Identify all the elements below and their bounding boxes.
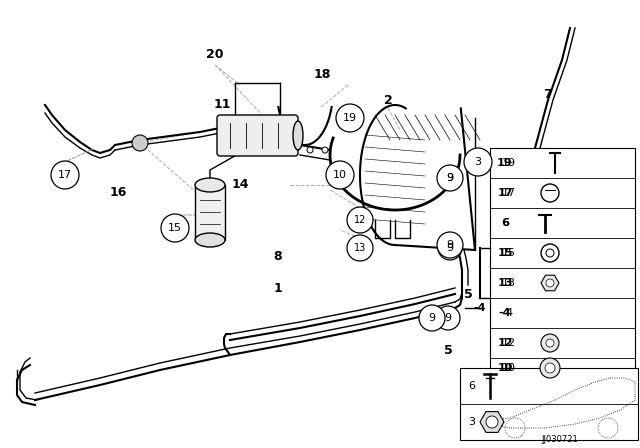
Text: -4: -4 <box>499 308 511 318</box>
Text: 15: 15 <box>502 248 516 258</box>
Text: 10: 10 <box>502 363 516 373</box>
Circle shape <box>438 236 462 260</box>
Text: 1: 1 <box>274 281 282 294</box>
Text: 5: 5 <box>444 344 452 357</box>
Text: 12: 12 <box>497 338 513 348</box>
Circle shape <box>545 363 555 373</box>
Text: -4: -4 <box>474 303 486 313</box>
Circle shape <box>438 166 462 190</box>
Ellipse shape <box>293 121 303 150</box>
Circle shape <box>464 148 492 176</box>
Circle shape <box>437 165 463 191</box>
Text: 9: 9 <box>444 313 452 323</box>
Circle shape <box>436 306 460 330</box>
Circle shape <box>326 161 354 189</box>
Text: 20: 20 <box>206 48 224 61</box>
Circle shape <box>336 104 364 132</box>
Text: -4: -4 <box>502 308 513 318</box>
Text: 16: 16 <box>109 185 127 198</box>
Text: 12: 12 <box>354 215 366 225</box>
Text: 15: 15 <box>497 248 513 258</box>
Text: 19: 19 <box>343 113 357 123</box>
Text: JJ030721: JJ030721 <box>541 435 579 444</box>
Text: 5: 5 <box>463 289 472 302</box>
Text: 14: 14 <box>231 178 249 191</box>
Text: 9: 9 <box>447 173 454 183</box>
Text: 12: 12 <box>502 338 516 348</box>
Text: 9: 9 <box>447 243 454 253</box>
Text: 9: 9 <box>447 240 454 250</box>
Circle shape <box>541 334 559 352</box>
Circle shape <box>546 339 554 347</box>
Text: 6: 6 <box>501 218 509 228</box>
Text: 10: 10 <box>333 170 347 180</box>
Text: 15: 15 <box>168 223 182 233</box>
Bar <box>195 185 225 240</box>
Text: 17: 17 <box>58 170 72 180</box>
Circle shape <box>347 235 373 261</box>
Text: 17: 17 <box>502 188 516 198</box>
Text: 18: 18 <box>314 69 331 82</box>
Circle shape <box>307 147 313 153</box>
Text: 3: 3 <box>474 157 481 167</box>
FancyBboxPatch shape <box>217 115 298 156</box>
Circle shape <box>546 279 554 287</box>
Text: 3: 3 <box>468 417 475 427</box>
Text: 13: 13 <box>502 278 516 288</box>
Text: 10: 10 <box>497 363 513 373</box>
Circle shape <box>419 305 445 331</box>
Text: 6: 6 <box>468 381 475 391</box>
Text: 2: 2 <box>383 94 392 107</box>
Text: 9: 9 <box>428 313 436 323</box>
Circle shape <box>486 416 498 428</box>
Text: 6: 6 <box>502 218 509 228</box>
Circle shape <box>51 161 79 189</box>
Circle shape <box>540 358 560 378</box>
Ellipse shape <box>195 178 225 192</box>
Ellipse shape <box>195 233 225 247</box>
Text: 8: 8 <box>274 250 282 263</box>
Text: 19: 19 <box>502 158 516 168</box>
Bar <box>460 368 638 440</box>
Text: 11: 11 <box>213 99 231 112</box>
Text: 13: 13 <box>354 243 366 253</box>
Text: 17: 17 <box>497 188 513 198</box>
Text: 7: 7 <box>543 89 552 102</box>
Circle shape <box>132 135 148 151</box>
Bar <box>490 148 635 380</box>
Text: 9: 9 <box>447 173 454 183</box>
Circle shape <box>322 147 328 153</box>
Text: 13: 13 <box>497 278 513 288</box>
Circle shape <box>161 214 189 242</box>
Circle shape <box>347 207 373 233</box>
Circle shape <box>437 232 463 258</box>
Text: 19: 19 <box>497 158 513 168</box>
